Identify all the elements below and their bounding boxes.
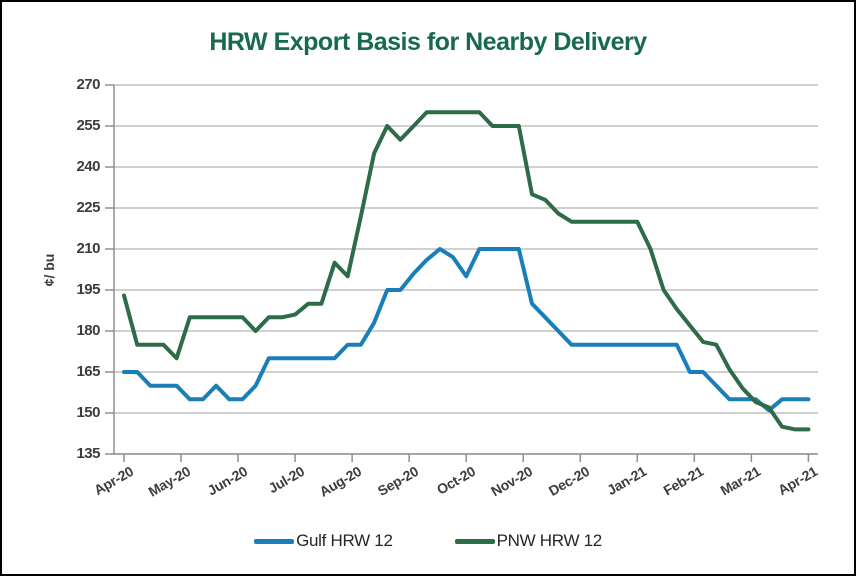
series-line-pnw-hrw-12 xyxy=(122,110,811,432)
y-axis-title: ¢/ bu xyxy=(41,253,57,287)
y-tick-label: 225 xyxy=(76,199,100,216)
y-tick-label: 165 xyxy=(76,363,100,380)
gulf-line-swatch-icon xyxy=(254,538,295,544)
y-tick-label: 255 xyxy=(76,117,100,134)
y-tick-label: 135 xyxy=(76,445,100,462)
y-tick-label: 240 xyxy=(76,158,100,175)
legend-item-gulf: Gulf HRW 12 xyxy=(254,531,393,551)
y-tick-label: 180 xyxy=(76,322,100,339)
y-tick-label: 150 xyxy=(76,404,100,421)
y-tick-label: 210 xyxy=(76,240,100,257)
legend-item-pnw: PNW HRW 12 xyxy=(454,531,603,551)
pnw-line-swatch-icon xyxy=(454,538,495,544)
legend-label-gulf: Gulf HRW 12 xyxy=(296,531,393,550)
chart-title: HRW Export Basis for Nearby Delivery xyxy=(209,28,647,56)
y-tick-label: 270 xyxy=(76,76,100,93)
y-tick-label: 195 xyxy=(76,281,100,298)
series-line-gulf-hrw-12 xyxy=(122,247,811,413)
legend-label-pnw: PNW HRW 12 xyxy=(496,531,603,550)
legend: Gulf HRW 12 PNW HRW 12 xyxy=(2,531,854,551)
